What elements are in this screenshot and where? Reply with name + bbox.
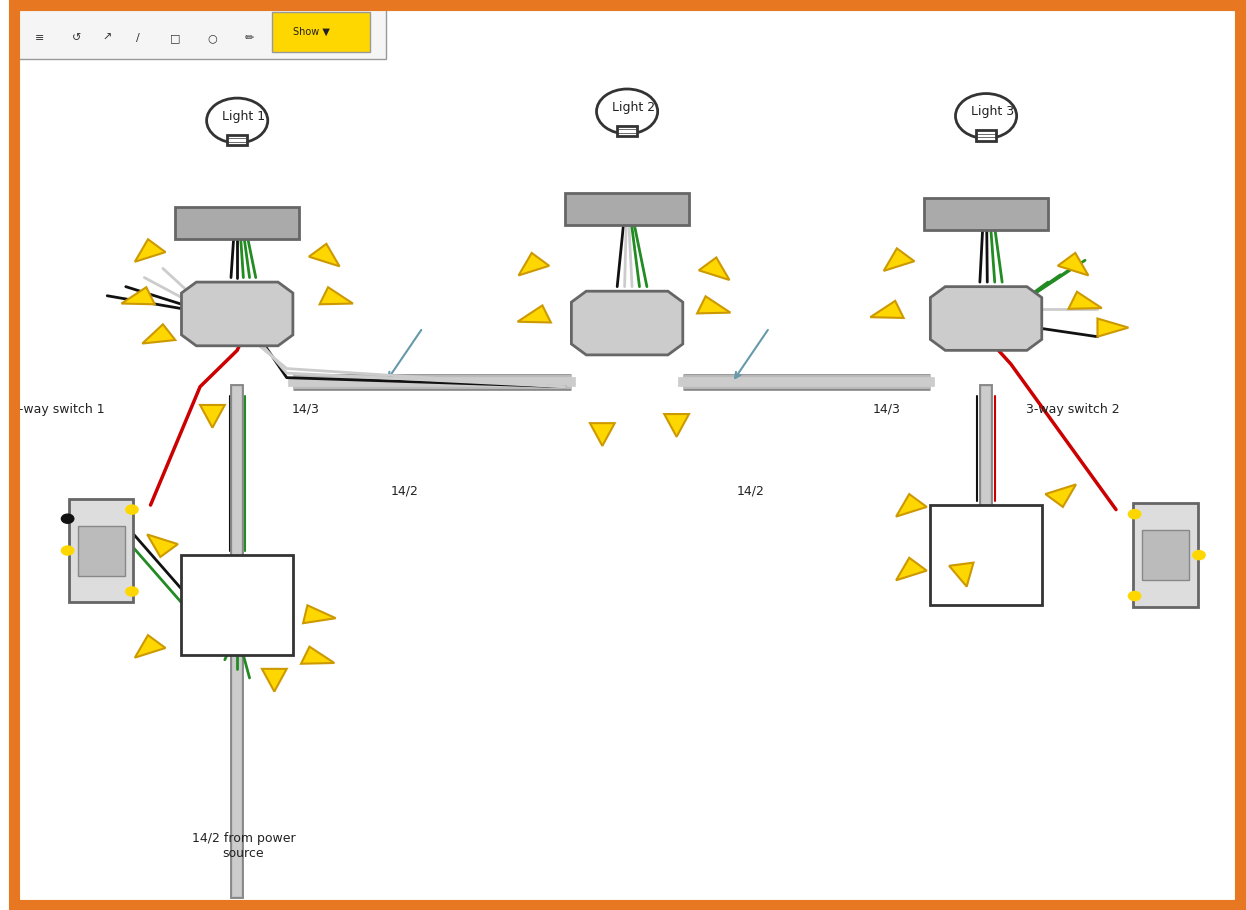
Polygon shape: [201, 405, 224, 428]
Circle shape: [1129, 510, 1141, 519]
FancyBboxPatch shape: [69, 499, 133, 602]
Text: 14/2: 14/2: [390, 485, 419, 498]
Polygon shape: [517, 306, 551, 322]
Polygon shape: [589, 423, 614, 446]
FancyBboxPatch shape: [272, 12, 370, 52]
Polygon shape: [871, 301, 903, 318]
Polygon shape: [147, 534, 178, 557]
Text: Show ▼: Show ▼: [293, 27, 330, 36]
Circle shape: [956, 94, 1017, 138]
Polygon shape: [1045, 484, 1077, 507]
Polygon shape: [931, 287, 1042, 350]
Polygon shape: [883, 248, 915, 271]
Circle shape: [61, 514, 74, 523]
Polygon shape: [309, 244, 339, 267]
Polygon shape: [1098, 318, 1129, 337]
Text: 3-way switch 1: 3-way switch 1: [11, 403, 105, 416]
Polygon shape: [949, 562, 973, 587]
Polygon shape: [182, 282, 293, 346]
Polygon shape: [142, 324, 176, 343]
Text: 14/3: 14/3: [873, 403, 901, 416]
FancyBboxPatch shape: [925, 197, 1048, 229]
Polygon shape: [664, 414, 689, 437]
FancyBboxPatch shape: [566, 193, 689, 225]
FancyBboxPatch shape: [976, 130, 996, 141]
FancyBboxPatch shape: [617, 126, 637, 136]
Circle shape: [597, 89, 658, 134]
Polygon shape: [896, 494, 927, 517]
Circle shape: [126, 505, 138, 514]
FancyBboxPatch shape: [77, 526, 125, 576]
Text: ↗: ↗: [102, 34, 112, 43]
Circle shape: [61, 546, 74, 555]
Polygon shape: [1069, 292, 1101, 308]
Text: ↺: ↺: [71, 34, 81, 43]
Polygon shape: [135, 239, 166, 262]
Polygon shape: [518, 253, 549, 276]
Polygon shape: [572, 291, 683, 355]
Text: 3-way switch 2: 3-way switch 2: [1025, 403, 1119, 416]
FancyBboxPatch shape: [227, 135, 247, 146]
Polygon shape: [1058, 253, 1089, 276]
Text: Light 1: Light 1: [222, 110, 265, 123]
FancyBboxPatch shape: [1143, 530, 1189, 581]
Text: /: /: [136, 34, 140, 43]
FancyBboxPatch shape: [182, 555, 293, 655]
Text: Light 3: Light 3: [971, 106, 1014, 118]
Circle shape: [126, 587, 138, 596]
Polygon shape: [699, 258, 729, 280]
Text: 14/2 from power
source: 14/2 from power source: [192, 833, 295, 860]
FancyBboxPatch shape: [931, 505, 1042, 605]
Polygon shape: [121, 288, 155, 304]
Text: □: □: [169, 34, 181, 43]
Circle shape: [1129, 592, 1141, 601]
Text: 14/2: 14/2: [736, 485, 765, 498]
Circle shape: [1192, 551, 1205, 560]
Text: Light 2: Light 2: [612, 101, 655, 114]
FancyBboxPatch shape: [176, 207, 299, 238]
Polygon shape: [896, 558, 927, 581]
Text: ✏: ✏: [245, 34, 254, 43]
Text: 14/3: 14/3: [292, 403, 319, 416]
Polygon shape: [319, 288, 353, 304]
Text: ≡: ≡: [35, 34, 44, 43]
Polygon shape: [262, 669, 287, 692]
Circle shape: [207, 98, 268, 143]
FancyBboxPatch shape: [1134, 503, 1197, 607]
Polygon shape: [697, 297, 730, 313]
FancyBboxPatch shape: [15, 5, 386, 59]
Text: ○: ○: [208, 34, 217, 43]
Polygon shape: [303, 605, 335, 623]
Polygon shape: [135, 635, 166, 658]
Polygon shape: [302, 647, 334, 663]
